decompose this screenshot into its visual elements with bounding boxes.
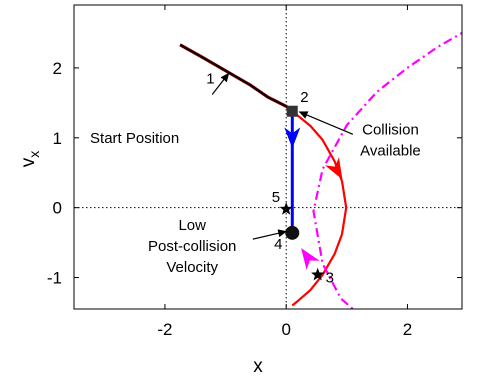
y-axis-title: vx [18,151,42,168]
x-tick-label: 2 [403,320,412,339]
point-label-1: 1 [206,70,214,87]
y-tick-label: 0 [53,199,62,218]
annotation-text: Post-collision [148,238,236,255]
direction-arrow-0000ff [284,127,301,149]
y-tick-label: 2 [53,59,62,78]
x-axis-title: x [253,356,263,377]
point-label-2: 2 [300,89,308,106]
point-label-4: 4 [274,236,282,253]
x-tick-label: -2 [157,320,172,339]
direction-arrowhead [325,157,343,180]
axes-frame [73,4,463,310]
marker-square-2 [286,105,298,117]
point-label-3: 3 [326,270,334,287]
annotation-text: Velocity [166,259,218,276]
marker-star-3 [311,267,325,281]
direction-arrow-ff0000 [325,157,343,180]
y-tick-label: 1 [53,129,62,148]
annotation-arrow [252,229,288,240]
annotation-text: Collision [362,121,419,138]
y-tick-label: -1 [47,269,62,288]
annotation-text: Low [178,217,206,234]
x-tick-label: 0 [281,320,290,339]
direction-arrowhead [284,127,301,149]
annotation-arrow [298,111,354,135]
marker-circle-4 [285,225,300,240]
direction-arrow-ff00ff [301,248,320,270]
annotation-text: Start Position [90,130,179,147]
marker-star-5 [279,202,293,215]
direction-arrowhead [301,248,320,270]
series-trajectory-start [179,43,293,113]
point-label-5: 5 [272,189,280,206]
series-red-parabola [291,110,348,307]
annotation-arrow [211,72,230,95]
annotation-text: Available [360,142,421,159]
